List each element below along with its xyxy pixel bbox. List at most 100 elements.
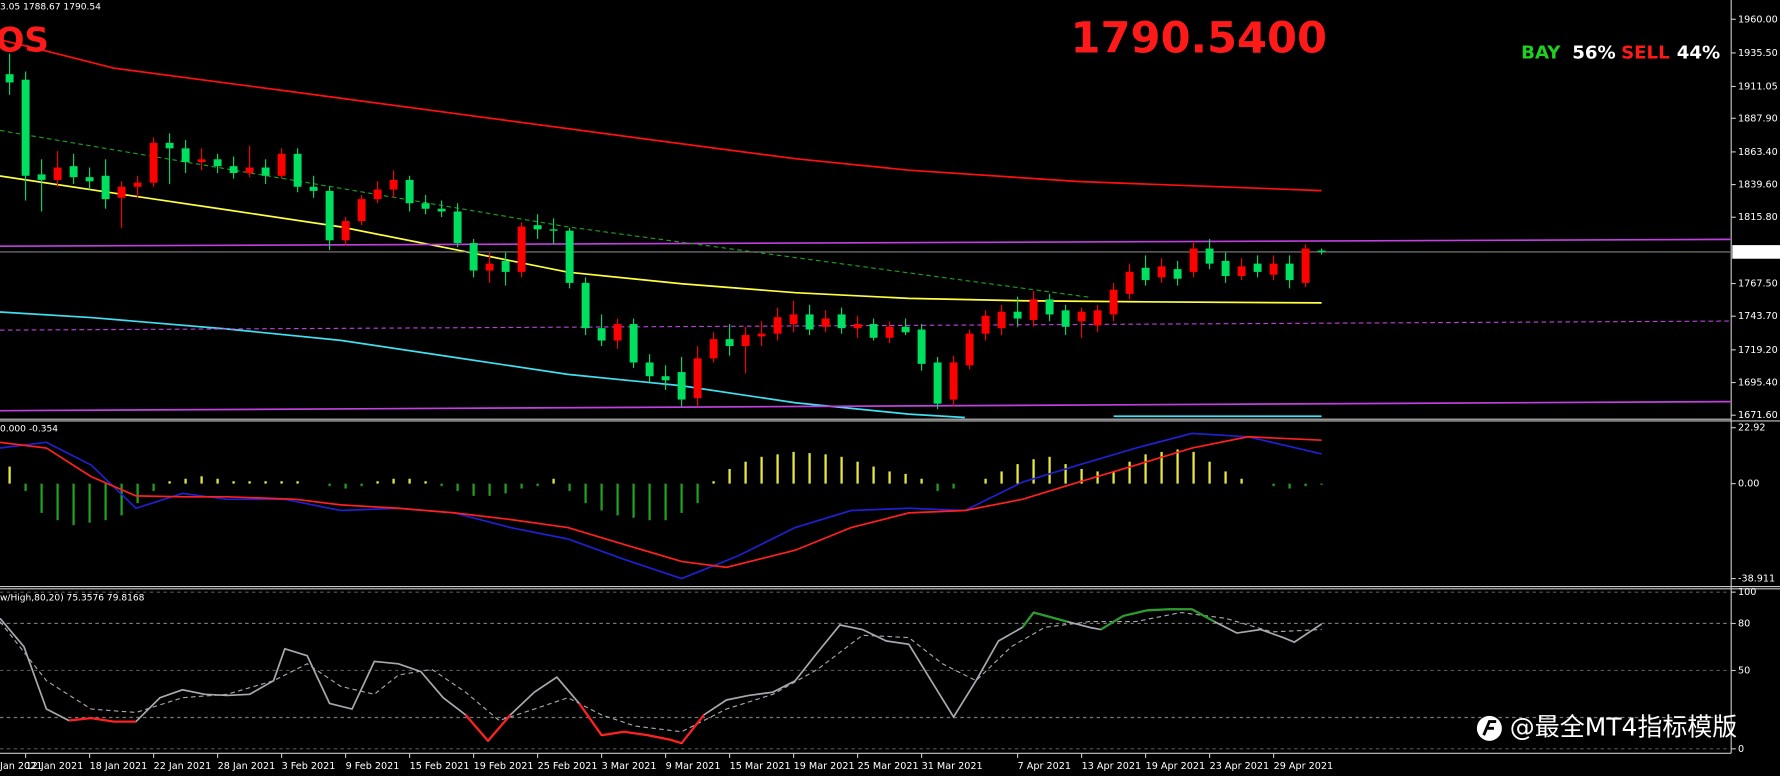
candle-body [101,175,110,200]
candle-body [501,260,510,272]
zone-segment [670,738,682,745]
candle-body [181,148,190,163]
price-header: 3.05 1788.67 1790.54 [0,2,101,12]
candle-body [469,243,478,271]
candle-body [453,211,462,244]
candle-body [789,314,798,325]
candle-body [37,174,46,180]
zone-segment [680,714,705,744]
indicator-line [0,311,1322,419]
x-tick-label: 22 Jan 2021 [154,761,212,772]
y-tick-label: -38.911 [1738,574,1775,585]
candle-body [21,79,30,176]
candle-body [245,167,254,174]
x-tick-label: 19 Feb 2021 [474,761,534,772]
zone-segment [464,714,489,742]
symbol-text: OS [0,20,49,60]
candle-body [741,335,750,347]
candle-body [1093,310,1102,326]
candle-body [549,229,558,231]
candle-body [725,339,734,347]
zone-segment [1100,614,1124,631]
indicator-line [0,435,1322,569]
candle-body [1189,248,1198,272]
candle-body [1013,311,1022,319]
candle-body [1077,311,1086,322]
y-tick-label: 0.00 [1738,479,1759,490]
x-tick-label: 31 Mar 2021 [922,761,983,772]
y-tick-label: 1743.70 [1738,311,1778,322]
candle-body [165,142,174,149]
x-tick-label: 25 Feb 2021 [538,761,598,772]
x-tick-label: 15 Mar 2021 [730,761,791,772]
candle-body [1173,269,1182,279]
candle-body [1205,248,1214,264]
candle-body [213,159,222,167]
candle-body [693,358,702,399]
candle-body [885,326,894,338]
zone-segment [1191,608,1215,623]
candle-body [1109,289,1118,315]
candle-body [1141,267,1150,281]
candle-body [1157,266,1166,278]
y-tick-label: 1671.60 [1738,410,1778,421]
candle-body [1253,263,1262,272]
candle-body [1285,263,1294,281]
plot-area: 1960.00 1935.50 1911.05 1887.90 1863.40 1839.… [0,14,1780,772]
candle-body [917,329,926,364]
y-tick-label: 1960.00 [1738,14,1778,25]
indicator-line [0,175,1322,304]
x-tick-label: 18 Jan 2021 [90,761,148,772]
watermark-icon-glyph [1482,720,1497,736]
candle-body [1301,248,1310,283]
x-tick-label: 13 Apr 2021 [1082,761,1142,772]
candle-body [261,167,270,176]
zone-segment [1122,609,1148,618]
zone-segment [1147,608,1170,612]
candle-body [133,182,142,187]
x-tick-label: 3 Mar 2021 [602,761,657,772]
candle-body [1317,250,1326,252]
candle-body [69,166,78,178]
zone-segment [647,734,671,741]
candle-body [1269,263,1278,275]
x-tick-label: 19 Apr 2021 [1146,761,1206,772]
candle-body [1061,310,1070,327]
zone-segment [1021,611,1035,629]
y-tick-label: 100 [1738,587,1756,598]
candle-body [629,324,638,363]
watermark: @最全MT4指标模版 [1510,712,1737,741]
candle-body [869,324,878,338]
y-tick-label: 1839.60 [1738,180,1778,191]
candle-body [1045,299,1054,315]
sell-label: SELL [1621,42,1670,63]
y-tick-label: 1767.50 [1738,279,1778,290]
y-tick-label: 1719.20 [1738,345,1778,356]
candle-body [517,226,526,272]
sell-percent: 44% [1677,42,1720,63]
y-tick-label: 22.92 [1738,423,1766,434]
indicator-line [0,238,1732,248]
candle-body [341,221,350,241]
candle-body [277,153,286,176]
candle-body [661,376,670,381]
x-tick-label: Jan 2021 [0,761,42,772]
candle-body [437,208,446,212]
x-tick-label: 3 Feb 2021 [282,761,336,772]
zone-segment [91,717,114,723]
bid-label: 1790.54 [1736,247,1776,258]
candle-body [997,311,1006,329]
candle-body [533,225,542,230]
candle-body [933,362,942,404]
x-tick-label: 7 Apr 2021 [1018,761,1071,772]
candle-body [357,199,366,222]
x-tick-label: 9 Mar 2021 [666,761,721,772]
candle-body [421,203,430,209]
buy-percent: 56% [1572,42,1615,63]
candle-body [981,315,990,334]
indicator-line [0,400,1732,412]
x-tick-label: 9 Feb 2021 [346,761,400,772]
